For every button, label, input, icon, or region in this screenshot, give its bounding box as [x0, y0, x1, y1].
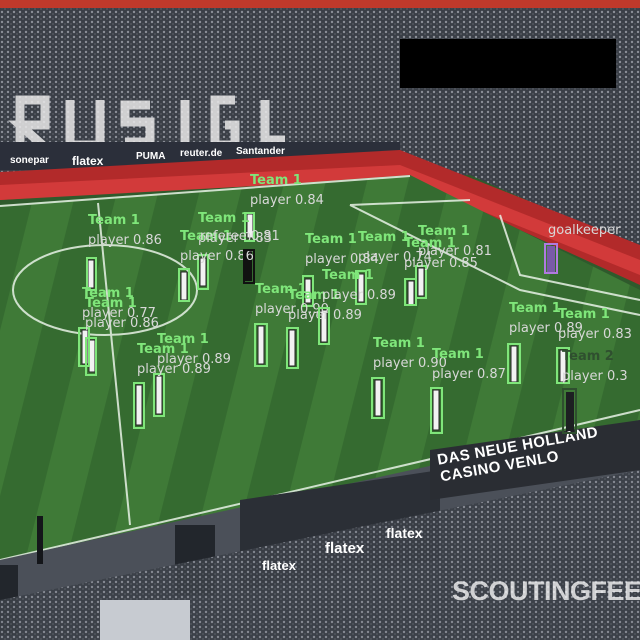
detection-box — [254, 323, 268, 367]
detection-box — [404, 278, 417, 306]
detection-class-label: player 0.87 — [432, 367, 506, 382]
detection-box — [85, 337, 97, 376]
detection-class-label: player 0.84 — [250, 193, 324, 208]
detection-box — [507, 343, 521, 384]
detection-team-label: Team 1 — [288, 288, 340, 303]
detection-box — [556, 347, 570, 384]
detection-box — [197, 254, 209, 290]
ad-flatex-3: flatex — [386, 525, 423, 541]
detection-class-label: player 0.90 — [255, 302, 329, 317]
detection-team-label: Team 1 — [373, 336, 425, 351]
detection-team-label: Team 1 — [88, 213, 140, 228]
detection-class-label: player 0.89 — [157, 352, 231, 367]
detection-box — [86, 257, 97, 291]
scoutingfeed-watermark: SCOUTINGFEED — [452, 576, 640, 606]
detection-class-label: player 0.89 — [509, 321, 583, 336]
detection-class-label: goalkeeper — [548, 223, 621, 238]
detection-team-label: Team 2 — [562, 349, 614, 364]
detection-team-label: Team 1 — [198, 211, 250, 226]
ad-sonepar: sonepar — [10, 155, 49, 166]
detection-class-label: player 0.85 — [404, 256, 478, 271]
detection-team-label: Team 1 — [558, 307, 610, 322]
ad-puma: PUMA — [136, 151, 166, 162]
detection-team-label: Team 1 — [322, 268, 374, 283]
detection-team-label: Team 1 — [418, 224, 470, 239]
ad-flatex-2: flatex — [325, 540, 365, 557]
ad-reuter: reuter.de — [180, 148, 223, 159]
detection-class-label: referee 0.81 — [200, 229, 280, 244]
detection-team-label: Team 1 — [305, 232, 357, 247]
detection-box — [430, 387, 443, 434]
detection-team-label: Team 1 — [432, 347, 484, 362]
detection-box — [562, 388, 577, 434]
ad-santander: Santander — [236, 146, 285, 157]
detection-team-label: Team 1 — [85, 296, 137, 311]
detection-box — [244, 212, 255, 242]
detection-box — [133, 382, 145, 429]
detection-team-label: Team 1 — [157, 332, 209, 347]
detection-class-label: player 0.81 — [418, 244, 492, 259]
ad-flatex-top: flatex — [72, 154, 104, 168]
detection-class-label: player 0.84 — [305, 252, 379, 267]
detection-team-label: Team 1 — [137, 342, 189, 357]
ad-flatex-1: flatex — [262, 558, 296, 573]
detection-team-label: Team 1 — [358, 230, 410, 245]
detection-box — [78, 327, 90, 367]
detection-class-label: player 0.89 — [137, 362, 211, 377]
detection-class-label: player 0.74 — [358, 250, 432, 265]
detection-class-label: player 0.89 — [288, 308, 362, 323]
detection-team-label: Team 1 — [255, 282, 307, 297]
detection-box — [355, 270, 367, 305]
detection-class-label: player 0.3 — [562, 369, 628, 384]
detection-class-label: player 0.86 — [88, 233, 162, 248]
detection-box — [318, 307, 330, 345]
detection-class-label: player 0.89 — [322, 288, 396, 303]
detection-box — [302, 275, 314, 307]
detection-team-label: Team 1 — [180, 229, 232, 244]
detection-team-label: Team 1 — [404, 236, 456, 251]
detection-class-label: player 0.83 — [558, 327, 632, 342]
redaction-box — [400, 39, 616, 88]
detection-team-label: Team 1 — [250, 173, 302, 188]
detection-class-label: player 0.77 — [82, 306, 156, 321]
detection-box — [153, 373, 165, 417]
detection-team-label: Team 1 — [82, 286, 134, 301]
detection-team-label: Team 1 — [509, 301, 561, 316]
detection-class-label: player 0.86 — [85, 316, 159, 331]
detection-box — [243, 249, 255, 284]
detection-box — [286, 327, 299, 369]
detection-class-label: player 0.90 — [373, 356, 447, 371]
detection-box — [371, 377, 385, 419]
detection-box — [544, 243, 558, 274]
detection-box — [178, 268, 190, 302]
detection-class-label: player 0.86 — [180, 249, 254, 264]
